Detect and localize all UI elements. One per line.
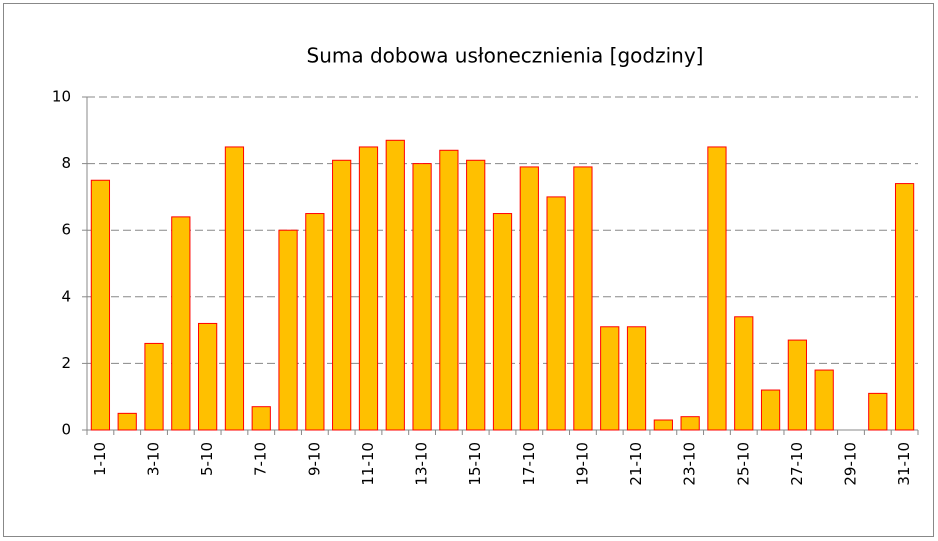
bar — [305, 213, 325, 431]
chart-title: Suma dobowa usłonecznienia [godziny] — [307, 44, 704, 68]
bar — [198, 322, 218, 431]
x-tick-label: 1-10 — [91, 442, 109, 476]
x-tick-label: 29-10 — [841, 442, 859, 486]
y-tick-label: 4 — [61, 287, 71, 305]
bar — [546, 196, 566, 431]
bar — [171, 216, 191, 431]
y-tick-label: 8 — [61, 154, 71, 172]
bar — [653, 419, 673, 431]
y-tick-label: 6 — [61, 221, 71, 239]
bar — [278, 229, 298, 431]
x-tick-label: 9-10 — [305, 442, 323, 476]
bar — [894, 183, 915, 431]
bar — [814, 369, 834, 431]
bar — [492, 213, 513, 431]
bar — [680, 416, 700, 431]
x-tick-label: 27-10 — [788, 442, 806, 486]
x-tick-label: 19-10 — [573, 442, 591, 486]
bar — [707, 146, 727, 431]
bar — [600, 326, 620, 431]
x-tick-label: 23-10 — [681, 442, 699, 486]
bar — [412, 163, 432, 431]
x-tick-label: 31-10 — [895, 442, 913, 486]
x-tick-label: 17-10 — [520, 442, 538, 486]
y-tick-label: 2 — [61, 354, 71, 372]
y-tick-label: 10 — [52, 88, 71, 106]
bar — [466, 159, 486, 431]
bar — [868, 392, 888, 431]
y-tick-label: 0 — [61, 421, 71, 439]
bar — [90, 179, 111, 431]
bar — [224, 146, 245, 431]
x-tick-label: 15-10 — [466, 442, 484, 486]
bar — [760, 389, 781, 431]
bar — [385, 139, 405, 431]
bar — [787, 339, 807, 431]
x-tick-label: 25-10 — [734, 442, 752, 486]
x-tick-label: 13-10 — [413, 442, 431, 486]
x-tick-label: 21-10 — [627, 442, 645, 486]
bar — [519, 166, 539, 431]
bar — [439, 149, 459, 431]
bar — [734, 316, 754, 431]
bar — [117, 412, 137, 431]
bar — [144, 342, 164, 431]
bar — [332, 159, 352, 431]
x-tick-label: 5-10 — [198, 442, 216, 476]
x-tick-label: 7-10 — [252, 442, 270, 476]
bar — [626, 326, 647, 431]
bar — [573, 166, 593, 431]
x-tick-label: 3-10 — [145, 442, 163, 476]
bar — [251, 406, 271, 431]
bar — [358, 146, 379, 431]
x-tick-label: 11-10 — [359, 442, 377, 486]
